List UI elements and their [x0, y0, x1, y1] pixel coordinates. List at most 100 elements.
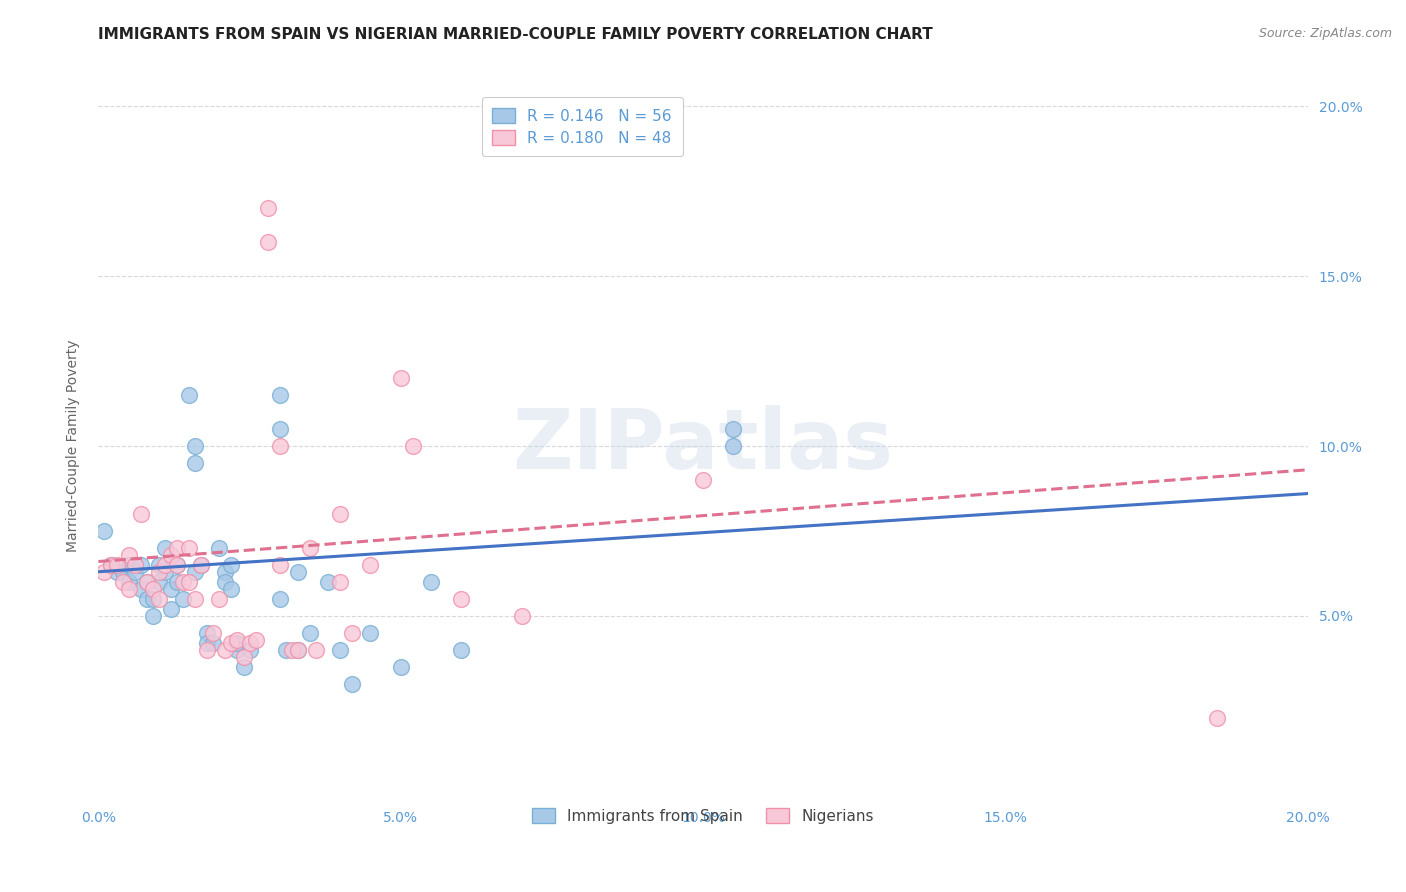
Point [723, 439, 745, 453]
Point [166, 574, 188, 589]
Point [269, 558, 291, 572]
Point [184, 439, 207, 453]
Point [226, 636, 249, 650]
Text: Source: ZipAtlas.com: Source: ZipAtlas.com [1258, 27, 1392, 40]
Point [153, 565, 176, 579]
Point [202, 636, 225, 650]
Point [232, 660, 254, 674]
Point [226, 632, 249, 647]
Point [179, 541, 201, 555]
Point [269, 439, 291, 453]
Point [510, 608, 533, 623]
Point [360, 626, 382, 640]
Legend: Immigrants from Spain, Nigerians: Immigrants from Spain, Nigerians [522, 797, 884, 834]
Point [142, 608, 165, 623]
Point [118, 558, 141, 572]
Point [129, 507, 152, 521]
Point [124, 558, 146, 572]
Point [256, 235, 278, 249]
Point [389, 660, 412, 674]
Point [111, 574, 134, 589]
Point [1206, 711, 1229, 725]
Point [135, 591, 157, 606]
Point [202, 626, 225, 640]
Point [287, 643, 309, 657]
Point [142, 582, 165, 596]
Point [269, 388, 291, 402]
Point [402, 439, 425, 453]
Point [329, 574, 352, 589]
Point [245, 632, 267, 647]
Point [105, 558, 128, 572]
Point [172, 591, 194, 606]
Point [190, 558, 212, 572]
Point [239, 636, 262, 650]
Point [135, 574, 157, 589]
Point [118, 582, 141, 596]
Text: ZIPatlas: ZIPatlas [513, 406, 893, 486]
Point [256, 201, 278, 215]
Point [148, 565, 170, 579]
Point [239, 643, 262, 657]
Point [221, 636, 243, 650]
Point [153, 558, 176, 572]
Point [179, 388, 201, 402]
Point [389, 371, 412, 385]
Point [105, 565, 128, 579]
Point [172, 574, 194, 589]
Point [129, 582, 152, 596]
Point [184, 591, 207, 606]
Point [148, 574, 170, 589]
Point [299, 541, 322, 555]
Point [160, 582, 183, 596]
Point [274, 643, 297, 657]
Point [723, 422, 745, 436]
Point [342, 677, 364, 691]
Y-axis label: Married-Couple Family Poverty: Married-Couple Family Poverty [66, 340, 80, 552]
Point [153, 541, 176, 555]
Point [195, 636, 218, 650]
Point [299, 626, 322, 640]
Point [93, 524, 115, 538]
Point [287, 643, 309, 657]
Point [100, 558, 122, 572]
Point [179, 574, 201, 589]
Point [148, 558, 170, 572]
Point [305, 643, 328, 657]
Point [232, 649, 254, 664]
Point [316, 574, 339, 589]
Point [329, 643, 352, 657]
Point [287, 565, 309, 579]
Point [360, 558, 382, 572]
Point [450, 643, 472, 657]
Point [111, 565, 134, 579]
Point [118, 574, 141, 589]
Point [195, 626, 218, 640]
Point [118, 548, 141, 562]
Point [450, 591, 472, 606]
Point [124, 558, 146, 572]
Point [221, 558, 243, 572]
Point [329, 507, 352, 521]
Point [160, 602, 183, 616]
Point [226, 643, 249, 657]
Point [166, 558, 188, 572]
Point [221, 582, 243, 596]
Point [342, 626, 364, 640]
Point [214, 643, 236, 657]
Point [692, 473, 714, 487]
Point [420, 574, 443, 589]
Point [184, 456, 207, 470]
Point [142, 591, 165, 606]
Point [195, 643, 218, 657]
Point [269, 591, 291, 606]
Point [166, 558, 188, 572]
Point [160, 548, 183, 562]
Point [281, 643, 304, 657]
Point [100, 558, 122, 572]
Point [184, 565, 207, 579]
Point [190, 558, 212, 572]
Text: IMMIGRANTS FROM SPAIN VS NIGERIAN MARRIED-COUPLE FAMILY POVERTY CORRELATION CHAR: IMMIGRANTS FROM SPAIN VS NIGERIAN MARRIE… [98, 27, 934, 42]
Point [214, 565, 236, 579]
Point [93, 565, 115, 579]
